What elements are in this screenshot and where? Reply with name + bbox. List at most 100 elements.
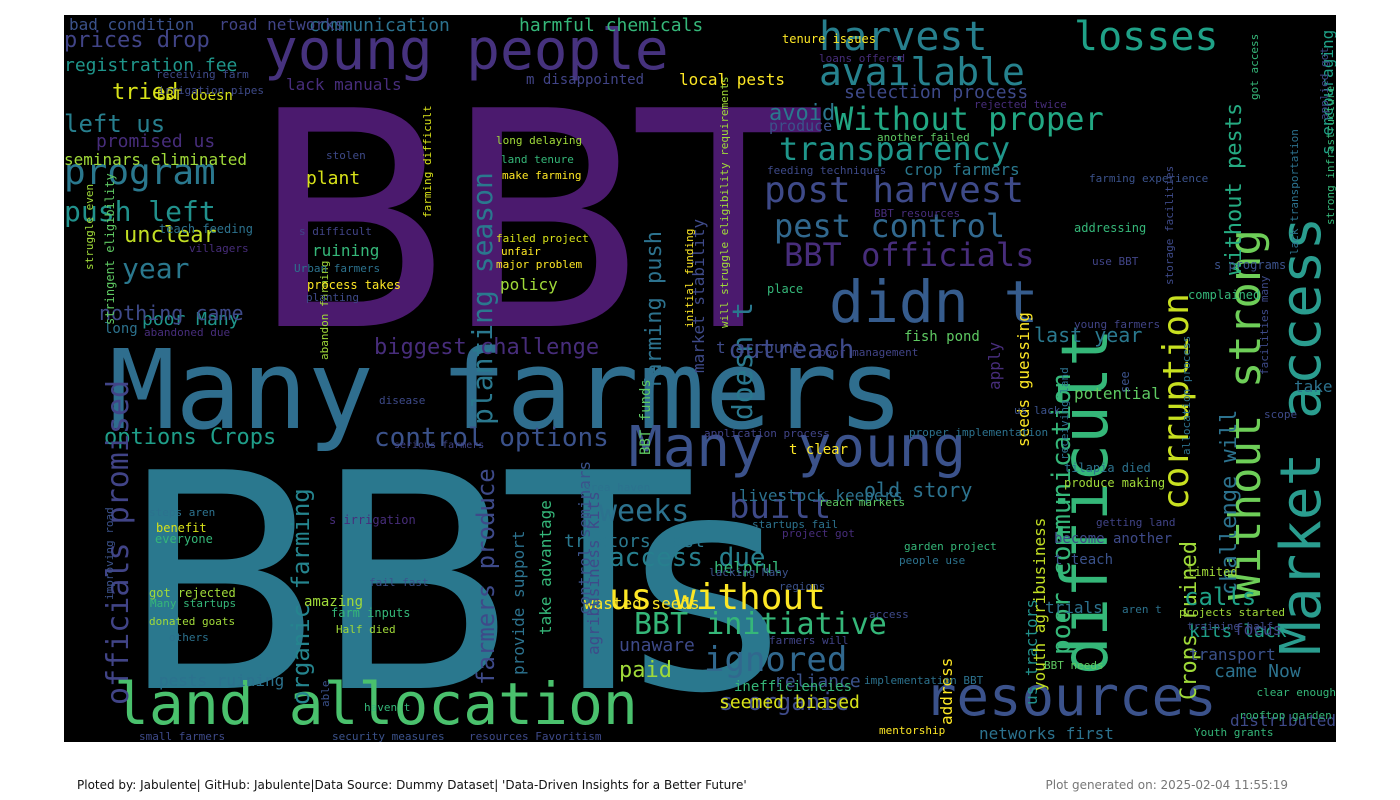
cloud-word: post harvest [764,170,1025,211]
cloud-word: able [319,680,332,708]
cloud-word: abandon farming [318,260,331,360]
cloud-word: promised us [96,131,216,152]
cloud-word: calls [1184,583,1257,611]
cloud-word: rejected twice [974,98,1067,111]
cloud-word: regions [779,580,826,593]
cloud-word: tried [112,80,179,105]
cloud-word: teach feeding [159,222,253,236]
cloud-word: garden project [904,540,997,553]
cloud-word: feeding techniques [767,164,887,177]
cloud-word: training half [1187,620,1274,633]
cloud-word: security measures [332,730,445,742]
cloud-word: stolen [326,149,366,162]
cloud-word: failed project [496,232,589,245]
footer-credit: Ploted by: Jabulente| GitHub: Jabulente|… [77,778,747,792]
cloud-word: tractors last [564,531,705,552]
cloud-word: crop farmers [904,160,1020,179]
cloud-word: livestock keepers [739,486,903,505]
cloud-word: seminars eliminated [64,150,248,169]
cloud-word: long [104,321,138,337]
cloud-word: helpful [714,558,782,577]
cloud-word: produce making [1064,476,1166,490]
cloud-word: donated goats [149,615,236,628]
cloud-word: BBT funds [638,379,654,455]
cloud-word: land tenure [501,153,574,166]
cloud-word: will struggle eligibility requirements [718,76,731,328]
cloud-word: BBT officials [784,236,1035,274]
cloud-word: local pests [679,70,785,89]
cloud-word: area haven [584,481,651,494]
cloud-word: lack manuals [286,75,402,94]
cloud-word: BBTs [119,410,785,742]
cloud-word: farmers produce [472,468,500,685]
cloud-word: Many farmers [109,326,904,454]
footer-timestamp: Plot generated on: 2025-02-04 11:55:19 [1045,778,1288,792]
cloud-word: losses [1074,15,1219,60]
cloud-word: storage facilities [1163,165,1176,285]
cloud-word: villagers [189,242,249,255]
cloud-word: resources [924,665,1217,728]
cloud-word: young farmers [1074,318,1161,331]
cloud-word: communication [309,15,450,36]
cloud-word: Youth grants [1194,726,1274,739]
cloud-word: program [64,152,216,193]
cloud-word: long delaying [496,134,583,147]
cloud-word: reach markets [819,496,906,509]
cloud-word: selection process [844,82,1029,103]
cloud-word: kits lack [1189,621,1287,642]
cloud-word: stringent eligibility [103,173,117,325]
cloud-word: Many startups [150,597,237,610]
cloud-word: available [819,50,1025,94]
cloud-word: push left [64,195,216,228]
cloud-word: doesn t [726,301,759,420]
cloud-word: options Crops [104,425,277,450]
cloud-word: came Now [1214,661,1301,682]
cloud-word: produce [769,117,833,135]
cloud-word: lacking Many [709,566,789,579]
cloud-word: seemed biased [719,692,860,713]
cloud-word: tenure issues [782,32,876,46]
cloud-word: place [767,282,804,296]
cloud-word: us without [609,577,826,618]
cloud-word: policy [500,275,558,294]
cloud-word: addressing [1074,221,1147,235]
cloud-word: ruining [312,241,380,260]
cloud-word: farmers will [769,634,849,647]
cloud-word: farming push [642,231,667,390]
cloud-word: agribusiness kits [584,491,603,655]
cloud-word: take advantage [536,500,555,635]
cloud-word: benefit [156,521,207,535]
cloud-word: transparency [779,130,1011,168]
cloud-word: fail fast [369,576,429,589]
cloud-word: receiving farm [156,68,249,81]
cloud-word: project got [782,527,855,540]
cloud-word: amazing [304,594,364,610]
cloud-word: others [169,631,209,644]
cloud-word: another failed [877,131,970,144]
cloud-word: serious farmers [394,440,485,451]
cloud-word: unclear [124,223,217,248]
cloud-word: Urban farmers [294,262,381,275]
cloud-word: unaware [619,635,695,656]
cloud-word: small farmers [139,730,226,742]
cloud-word: limited [1187,565,1238,579]
cloud-word: planting season [466,172,499,425]
cloud-word: plant [306,168,361,189]
cloud-word: Market access [1269,216,1334,655]
cloud-word: biggest challenge [374,335,600,360]
cloud-word: last year [1034,323,1143,347]
cloud-word: distributed [1230,711,1336,730]
cloud-word: address [937,657,956,725]
cloud-word: process takes [307,278,401,292]
cloud-word: poor Many [142,309,240,330]
cloud-word: allocation process [1180,335,1193,455]
cloud-word: m disappointed [526,72,645,88]
cloud-word: without pests [1222,102,1247,275]
cloud-word: trials [1045,598,1103,617]
cloud-word: inefficiencies [734,679,853,695]
cloud-word: loans offered [819,52,906,65]
cloud-word: make farming [502,169,582,182]
cloud-word: mentorship [879,724,946,737]
cloud-word: prices drop [64,28,210,53]
cloud-word: BBT [249,48,820,397]
